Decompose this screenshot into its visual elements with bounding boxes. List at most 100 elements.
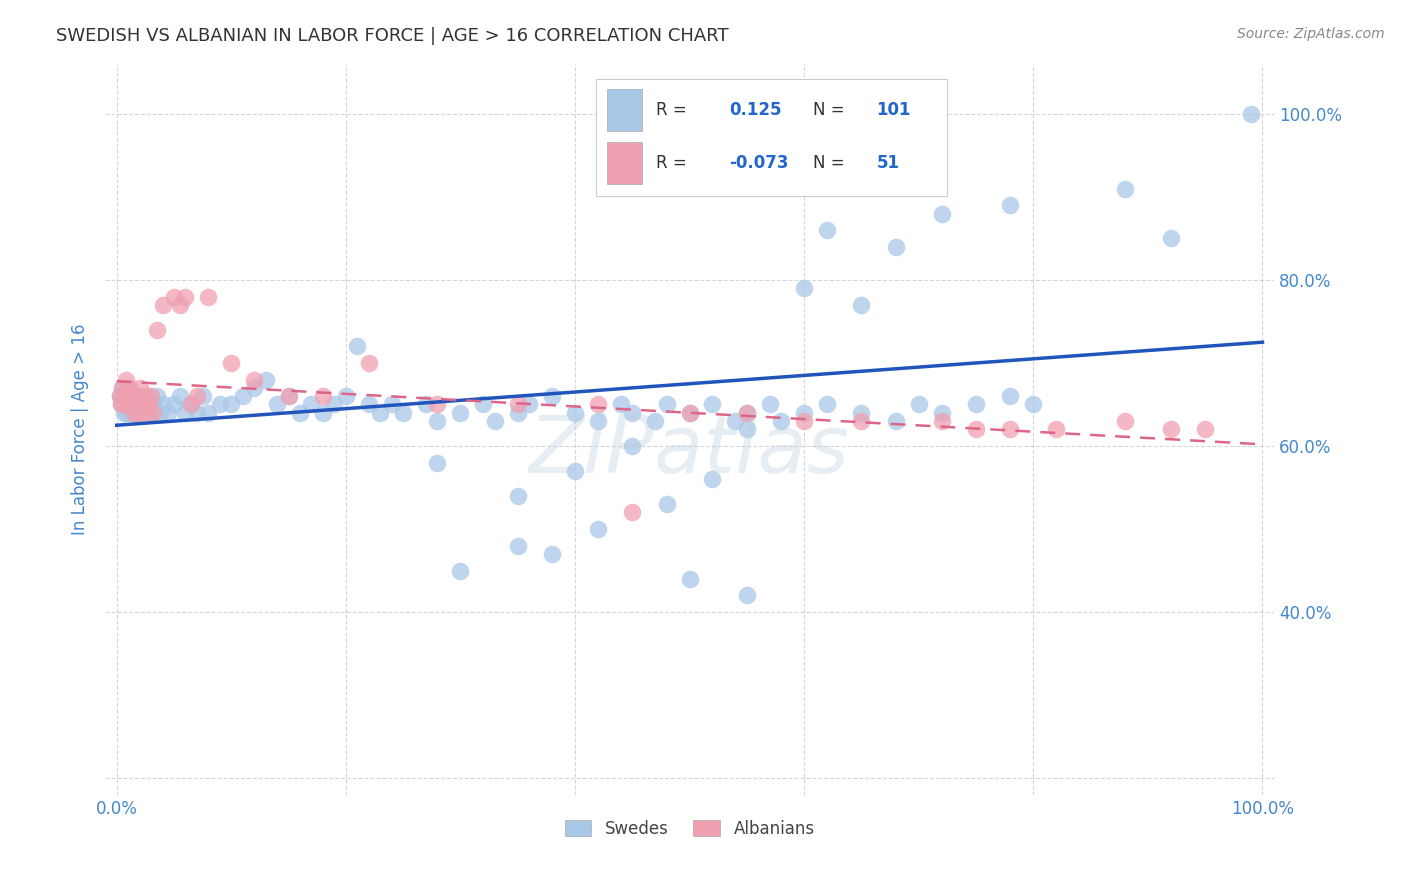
- Point: [931, 406, 953, 420]
- Text: SWEDISH VS ALBANIAN IN LABOR FORCE | AGE > 16 CORRELATION CHART: SWEDISH VS ALBANIAN IN LABOR FORCE | AGE…: [56, 27, 728, 45]
- Point: [138, 389, 160, 403]
- Point: [124, 389, 146, 403]
- Point: [114, 389, 136, 403]
- Point: [541, 547, 564, 561]
- Point: [564, 406, 586, 420]
- Point: [1000, 198, 1022, 212]
- Point: [702, 472, 724, 486]
- Point: [157, 406, 180, 420]
- Point: [288, 406, 311, 420]
- Point: [621, 439, 644, 453]
- Point: [128, 389, 150, 403]
- Point: [884, 240, 907, 254]
- Point: [357, 397, 380, 411]
- Point: [169, 389, 191, 403]
- Point: [139, 406, 162, 420]
- Point: [586, 414, 609, 428]
- Point: [541, 389, 564, 403]
- Point: [219, 397, 242, 411]
- Point: [174, 289, 197, 303]
- Point: [114, 397, 136, 411]
- Point: [127, 397, 149, 411]
- Point: [426, 414, 449, 428]
- Point: [621, 505, 644, 519]
- Point: [907, 397, 929, 411]
- Point: [124, 389, 146, 403]
- Point: [134, 397, 156, 411]
- Point: [112, 389, 135, 403]
- Point: [644, 414, 666, 428]
- Point: [815, 223, 838, 237]
- Point: [112, 406, 135, 420]
- Point: [108, 389, 131, 403]
- Point: [851, 406, 873, 420]
- Point: [118, 381, 141, 395]
- Point: [1000, 389, 1022, 403]
- Point: [127, 389, 149, 403]
- Point: [128, 381, 150, 395]
- Point: [243, 381, 266, 395]
- Point: [114, 397, 136, 411]
- Point: [702, 397, 724, 411]
- Point: [965, 397, 987, 411]
- Point: [111, 381, 134, 395]
- Point: [758, 397, 780, 411]
- Point: [117, 397, 139, 411]
- Point: [127, 406, 149, 420]
- Point: [323, 397, 346, 411]
- Point: [1022, 397, 1045, 411]
- Point: [110, 397, 132, 411]
- Point: [149, 406, 172, 420]
- Point: [735, 589, 758, 603]
- Point: [426, 456, 449, 470]
- Point: [506, 539, 529, 553]
- Point: [793, 414, 815, 428]
- Point: [506, 397, 529, 411]
- Point: [169, 298, 191, 312]
- Point: [152, 298, 174, 312]
- Point: [506, 406, 529, 420]
- Point: [770, 414, 793, 428]
- Point: [678, 406, 700, 420]
- Point: [1114, 181, 1136, 195]
- Point: [135, 406, 157, 420]
- Point: [564, 464, 586, 478]
- Point: [793, 406, 815, 420]
- Point: [301, 397, 323, 411]
- Text: ZiPatlas: ZiPatlas: [529, 412, 851, 491]
- Point: [931, 414, 953, 428]
- Point: [368, 406, 391, 420]
- Point: [793, 281, 815, 295]
- Point: [115, 406, 138, 420]
- Point: [243, 373, 266, 387]
- Point: [312, 389, 335, 403]
- Point: [678, 406, 700, 420]
- Point: [138, 397, 160, 411]
- Point: [120, 389, 142, 403]
- Point: [815, 397, 838, 411]
- Point: [111, 381, 134, 395]
- Point: [180, 397, 202, 411]
- Point: [114, 373, 136, 387]
- Point: [586, 397, 609, 411]
- Point: [851, 414, 873, 428]
- Point: [678, 572, 700, 586]
- Point: [197, 406, 219, 420]
- Text: Source: ZipAtlas.com: Source: ZipAtlas.com: [1237, 27, 1385, 41]
- Point: [146, 389, 169, 403]
- Point: [335, 389, 357, 403]
- Point: [122, 406, 145, 420]
- Point: [277, 389, 299, 403]
- Point: [277, 389, 299, 403]
- Point: [186, 389, 208, 403]
- Point: [142, 406, 165, 420]
- Point: [655, 397, 678, 411]
- Point: [735, 422, 758, 436]
- Point: [1045, 422, 1067, 436]
- Point: [232, 389, 254, 403]
- Point: [152, 397, 174, 411]
- Point: [1160, 422, 1182, 436]
- Point: [254, 373, 277, 387]
- Point: [121, 397, 143, 411]
- Point: [884, 414, 907, 428]
